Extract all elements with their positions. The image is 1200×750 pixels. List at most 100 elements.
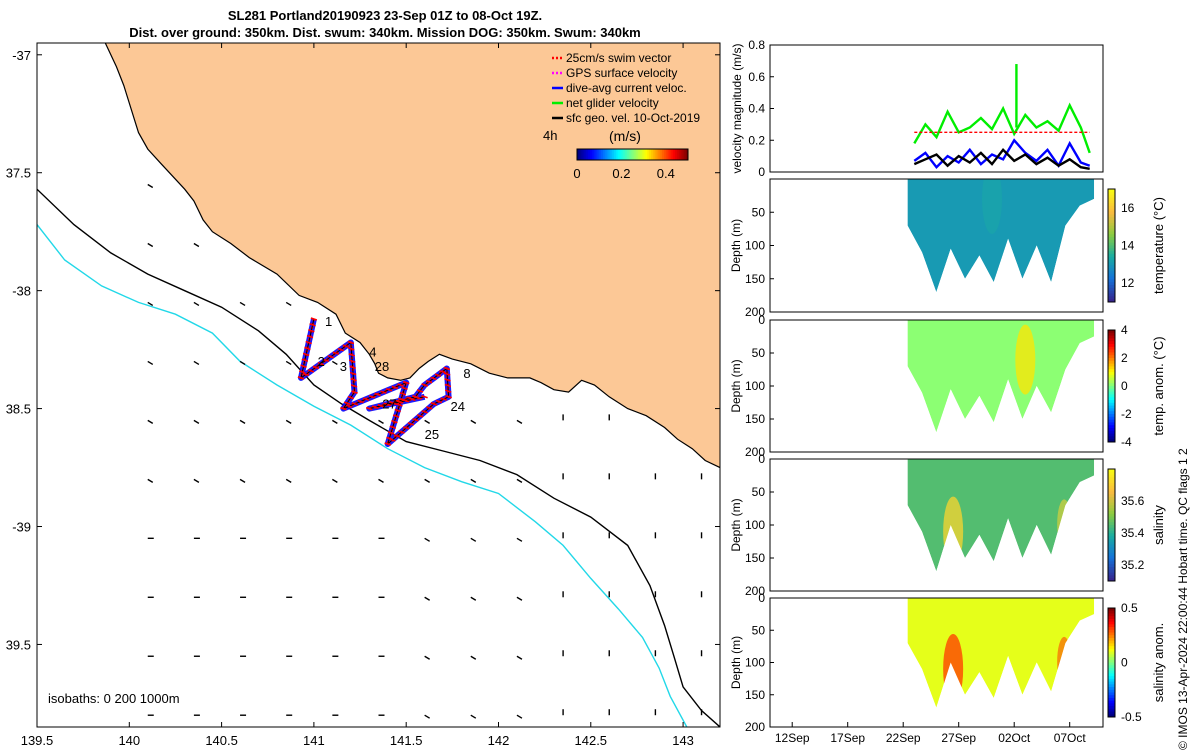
velocity-arrow <box>285 419 292 424</box>
section-colorbar-segment <box>1108 270 1115 275</box>
section-colorbar-segment <box>1108 248 1115 252</box>
velocity-y-tick-label: 0.2 <box>748 133 765 147</box>
section-colorbar-segment <box>1108 237 1115 241</box>
chart-title-line2: Dist. over ground: 350km. Dist. swum: 34… <box>129 25 641 40</box>
colorbar-tick-label: 0.4 <box>657 166 675 181</box>
map-y-tick-label: -39 <box>12 520 31 535</box>
time-x-tick-label: 27Sep <box>941 731 976 745</box>
isobaths-label: isobaths: 0 200 1000m <box>48 691 180 706</box>
swim-vector-mark <box>397 383 404 387</box>
swim-vector-mark <box>310 317 318 321</box>
section-colorbar-segment <box>1108 231 1115 235</box>
section-colorbar-segment <box>1108 197 1115 201</box>
section-colorbar-segment <box>1108 613 1115 617</box>
section-y-label: Depth (m) <box>729 498 743 551</box>
colorbar-frame <box>576 148 689 161</box>
map-plot-area: 1 2 3 428 27 8 24 25 <box>37 43 720 727</box>
section-colorbar-segment <box>1108 394 1115 398</box>
map-x-tick-label: 139.5 <box>21 733 54 748</box>
section-colorbar-segment <box>1108 629 1115 634</box>
colorbar-segment <box>584 149 587 160</box>
section-colorbar-segment <box>1108 659 1115 663</box>
swim-vector-mark <box>302 372 310 377</box>
swim-vector-mark <box>443 372 451 376</box>
swim-vector-mark <box>350 377 357 382</box>
section-colorbar-segment <box>1108 251 1115 255</box>
colorbar-segment <box>599 149 602 160</box>
swim-vector-mark <box>351 390 358 394</box>
section-colorbar-tick-label: -0.5 <box>1121 710 1142 724</box>
colorbar-segment <box>676 149 680 160</box>
section-colorbar-segment <box>1108 575 1115 579</box>
swim-vector-mark <box>394 408 402 413</box>
section-colorbar-segment <box>1108 405 1115 409</box>
colorbar-segment <box>660 149 663 160</box>
colorbar-segment <box>654 149 658 160</box>
colorbar-segment <box>652 149 656 160</box>
track-label: 1 <box>325 314 332 329</box>
section-y-tick-label: 50 <box>752 205 766 219</box>
section-colorbar-segment <box>1108 346 1115 351</box>
swim-vector-mark <box>380 390 387 394</box>
time-x-tick-label: 07Oct <box>1054 731 1087 745</box>
swim-vector-mark <box>368 395 376 399</box>
velocity-arrow <box>193 419 200 424</box>
section-colorbar-segment <box>1108 692 1115 696</box>
velocity-arrow <box>285 301 292 307</box>
swim-vector-mark <box>425 379 433 384</box>
section-colorbar-segment <box>1108 349 1115 353</box>
colorbar-segment <box>656 149 659 160</box>
map-x-tick-label: 140 <box>118 733 140 748</box>
swim-vector-mark <box>350 384 358 388</box>
section-colorbar-segment <box>1108 214 1115 218</box>
section-colorbar-segment <box>1108 678 1115 683</box>
swim-vector-mark <box>391 385 399 390</box>
section-colorbar-frame <box>1107 188 1116 303</box>
section-colorbar-segment <box>1108 684 1115 688</box>
colorbar-segment <box>645 149 648 160</box>
colorbar-segment <box>606 149 609 160</box>
swim-vector-mark <box>443 366 451 371</box>
section-colorbar-tick-label: 4 <box>1121 323 1128 337</box>
section-colorbar-segment <box>1108 225 1115 230</box>
swim-vector-mark <box>357 399 364 404</box>
section-colorbar-segment <box>1108 651 1115 655</box>
section-colorbar-tick-label: 35.2 <box>1121 558 1145 572</box>
section-colorbar-tick-label: 12 <box>1121 276 1135 290</box>
land-area <box>105 43 720 468</box>
section-colorbar-segment <box>1108 189 1115 193</box>
section-colorbar-tick-label: 0 <box>1121 379 1128 393</box>
section-fill <box>907 179 1095 293</box>
section-colorbar-segment <box>1108 239 1115 244</box>
velocity-series <box>913 147 1090 170</box>
section-colorbar-segment <box>1108 676 1115 680</box>
section-colorbar-label: temp. anom. (°C) <box>1151 336 1166 435</box>
section-colorbar-segment <box>1108 344 1115 348</box>
swim-vector-mark <box>402 380 410 385</box>
velocity-panel: 0 0.2 0.4 0.6 0.8 velocity magnitude (m/s) <box>730 38 1104 179</box>
section-y-tick-label: 100 <box>745 656 765 670</box>
swim-vector-mark <box>421 395 428 399</box>
colorbar-segment <box>578 149 582 160</box>
colorbar-segment <box>617 149 621 160</box>
swim-vector-mark <box>302 352 310 357</box>
map-x-tick-label: 141.5 <box>390 733 423 748</box>
section-colorbar-segment <box>1108 494 1115 498</box>
section-colorbar-segment <box>1108 282 1115 286</box>
swim-vector-mark <box>445 395 452 399</box>
section-colorbar-segment <box>1108 572 1115 576</box>
colorbar-segment <box>651 149 654 160</box>
section-colorbar-segment <box>1108 569 1115 574</box>
section-y-tick-label: 200 <box>745 305 765 319</box>
section-colorbar-segment <box>1108 217 1115 221</box>
swim-vector-mark <box>309 323 316 327</box>
section-colorbar-segment <box>1108 253 1115 258</box>
colorbar-segment <box>667 149 670 160</box>
swim-vector-mark <box>440 397 447 401</box>
section-colorbar-segment <box>1108 386 1115 390</box>
section-y-tick-label: 150 <box>745 272 765 286</box>
section-data <box>907 320 1095 433</box>
section-colorbar-tick-label: 14 <box>1121 239 1135 253</box>
section-colorbar-segment <box>1108 480 1115 484</box>
chart-title-line1: SL281 Portland20190923 23-Sep 01Z to 08-… <box>227 8 543 23</box>
